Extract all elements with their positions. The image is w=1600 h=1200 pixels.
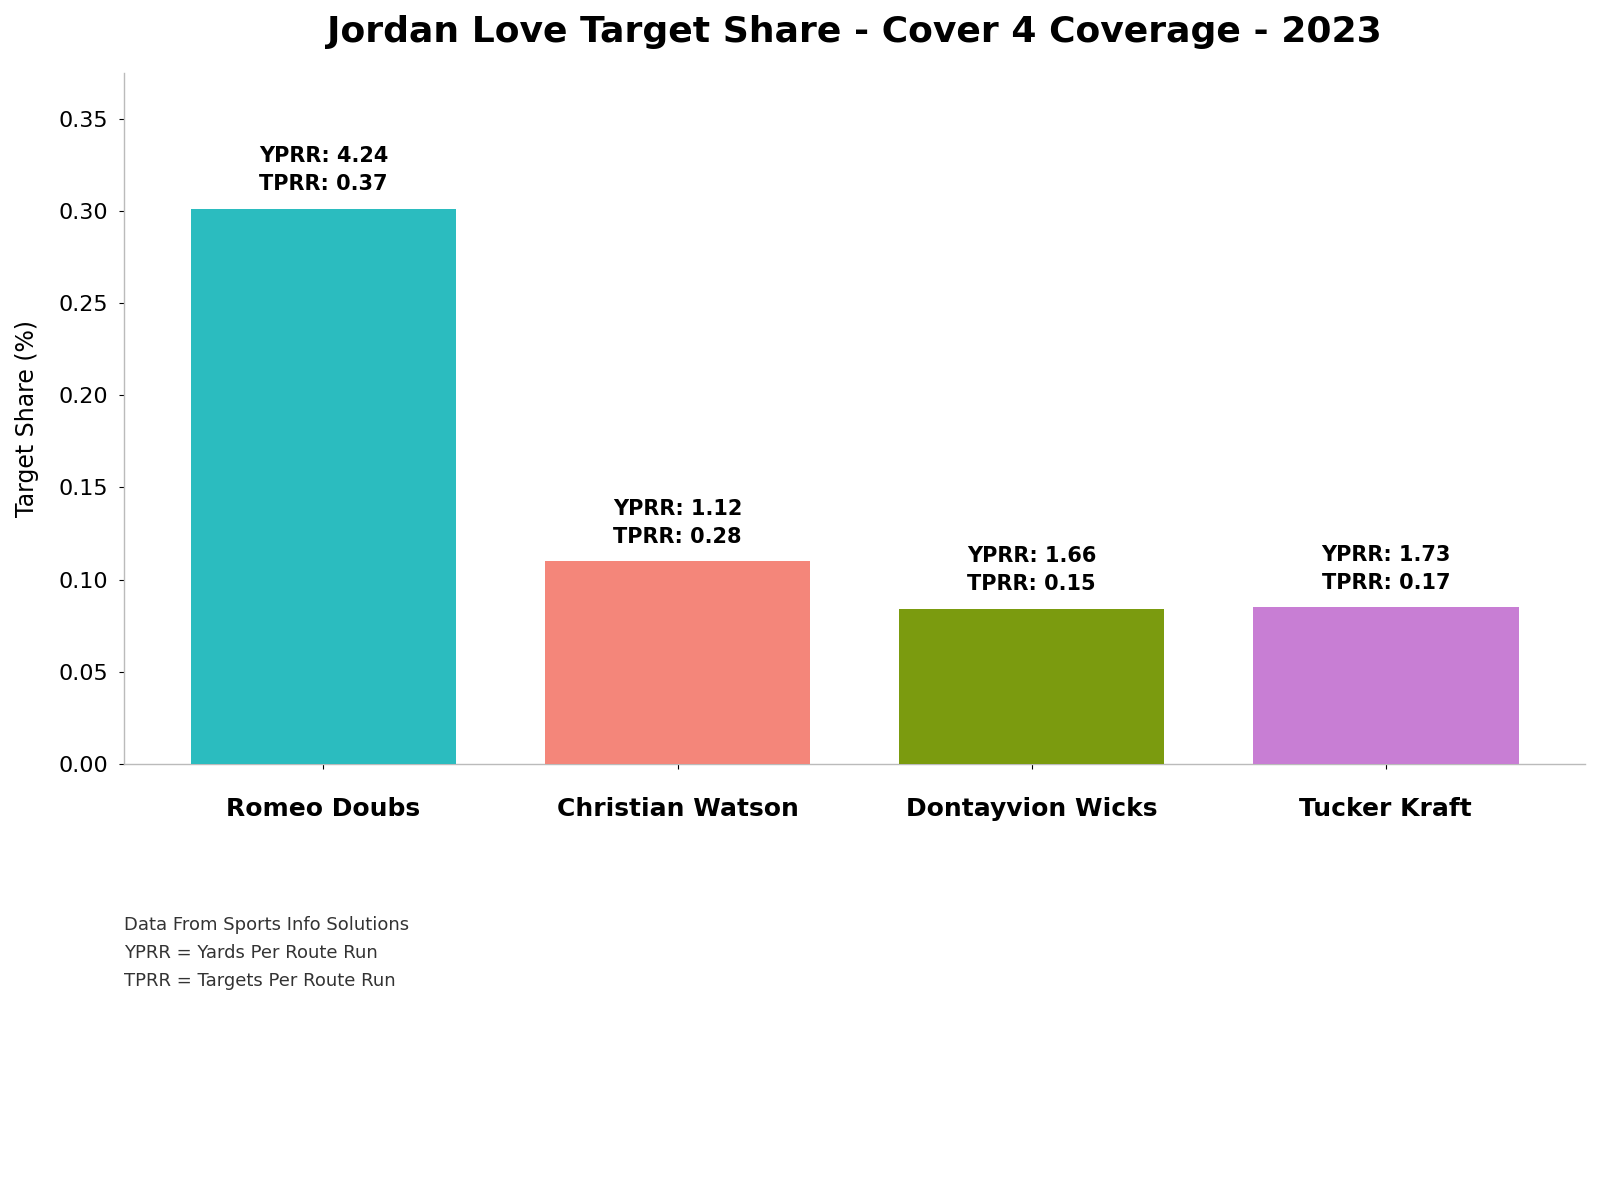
Text: YPRR: 1.12
TPRR: 0.28: YPRR: 1.12 TPRR: 0.28 bbox=[613, 498, 742, 546]
Y-axis label: Target Share (%): Target Share (%) bbox=[14, 320, 38, 517]
Bar bbox=[190, 209, 456, 764]
Text: YPRR: 1.73
TPRR: 0.17: YPRR: 1.73 TPRR: 0.17 bbox=[1322, 545, 1451, 593]
Bar bbox=[544, 562, 810, 764]
Bar bbox=[899, 610, 1165, 764]
Text: YPRR: 4.24
TPRR: 0.37: YPRR: 4.24 TPRR: 0.37 bbox=[259, 146, 389, 194]
Text: YPRR: 1.66
TPRR: 0.15: YPRR: 1.66 TPRR: 0.15 bbox=[966, 546, 1096, 594]
Text: Data From Sports Info Solutions
YPRR = Yards Per Route Run
TPRR = Targets Per Ro: Data From Sports Info Solutions YPRR = Y… bbox=[125, 917, 410, 990]
Title: Jordan Love Target Share - Cover 4 Coverage - 2023: Jordan Love Target Share - Cover 4 Cover… bbox=[328, 14, 1382, 49]
Bar bbox=[1253, 607, 1518, 764]
